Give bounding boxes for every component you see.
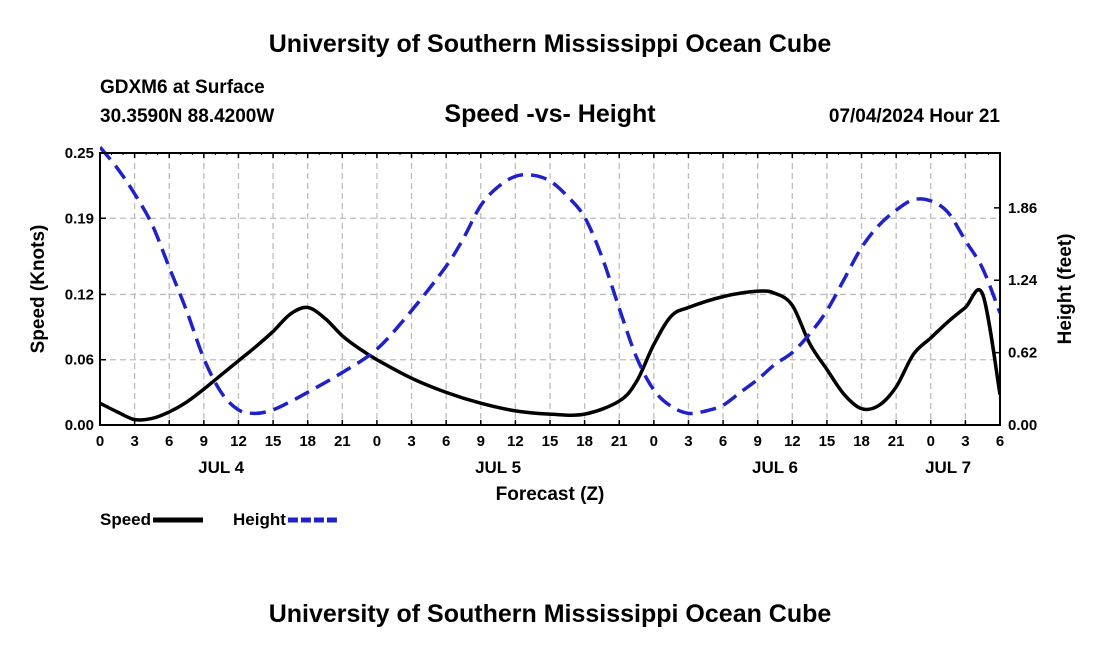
x-tick-label: 15	[542, 433, 559, 450]
x-tick-label: 9	[200, 433, 208, 450]
y-right-tick-label: 1.24	[1008, 272, 1038, 289]
x-tick-label: 6	[165, 433, 173, 450]
main-title: University of Southern Mississippi Ocean…	[268, 30, 832, 58]
legend-label-height: Height	[233, 510, 286, 529]
legend: Speed Height	[100, 510, 338, 529]
y-axis-label-right: Height (feet)	[1055, 234, 1076, 345]
x-tick-label: 3	[407, 433, 415, 450]
x-tick-label: 21	[334, 433, 351, 450]
date-label: JUL 4	[198, 458, 245, 477]
y-left-tick-label: 0.12	[65, 286, 94, 303]
x-tick-label: 12	[507, 433, 524, 450]
x-tick-label: 0	[650, 433, 658, 450]
x-tick-label: 0	[96, 433, 104, 450]
footer-title: University of Southern Mississippi Ocean…	[268, 600, 832, 628]
x-tick-label: 0	[927, 433, 935, 450]
series-layer	[100, 146, 1000, 422]
x-tick-label: 3	[684, 433, 692, 450]
y-left-tick-label: 0.25	[65, 145, 94, 162]
chart-title: Speed -vs- Height	[444, 100, 656, 128]
x-axis-label: Forecast (Z)	[496, 484, 605, 505]
x-tick-label: 21	[888, 433, 905, 450]
plot-frame	[99, 152, 1001, 426]
x-tick-label: 9	[754, 433, 762, 450]
y-right-tick-label: 0.62	[1008, 345, 1037, 362]
date-label: JUL 6	[752, 458, 798, 477]
y-right-tick-label: 1.86	[1008, 200, 1037, 217]
station-label: GDXM6 at Surface	[100, 77, 265, 98]
grid	[100, 153, 1000, 425]
forecast-timestamp: 07/04/2024 Hour 21	[828, 106, 1000, 127]
x-tick-label: 15	[819, 433, 836, 450]
date-label: JUL 5	[475, 458, 521, 477]
x-tick-label: 9	[477, 433, 485, 450]
x-tick-label: 6	[442, 433, 450, 450]
x-tick-label: 15	[265, 433, 282, 450]
x-tick-label: 18	[853, 433, 870, 450]
x-tick-label: 6	[996, 433, 1004, 450]
y-left-tick-label: 0.06	[65, 352, 94, 369]
x-tick-label: 18	[299, 433, 316, 450]
axes: 0 3 6 9 12 15 18 21 0 3 6 9 12 15 18 21 0 3 6 9 12 15 18 21 0 3 60…	[65, 145, 1038, 477]
y-right-tick-label: 0.00	[1008, 417, 1037, 434]
x-tick-label: 12	[784, 433, 801, 450]
x-tick-label: 6	[719, 433, 727, 450]
coordinates-label: 30.3590N 88.4200W	[100, 106, 275, 127]
y-left-tick-label: 0.00	[65, 417, 94, 434]
date-label: JUL 7	[925, 458, 971, 477]
x-tick-label: 18	[576, 433, 593, 450]
x-tick-label: 0	[373, 433, 381, 450]
x-tick-label: 21	[611, 433, 628, 450]
series-line-speed	[100, 287, 1000, 422]
x-tick-label: 3	[961, 433, 969, 450]
y-left-tick-label: 0.19	[65, 210, 94, 227]
series-line-height	[100, 146, 1000, 416]
legend-label-speed: Speed	[100, 510, 151, 529]
y-axis-label-left: Speed (Knots)	[28, 225, 49, 354]
x-tick-label: 12	[230, 433, 247, 450]
x-tick-label: 3	[130, 433, 138, 450]
